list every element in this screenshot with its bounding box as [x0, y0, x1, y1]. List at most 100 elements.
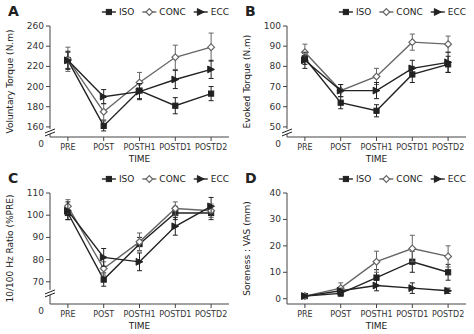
- error-bar: [173, 45, 178, 69]
- legend-item: ECC: [431, 7, 466, 17]
- x-tick-label: POST: [93, 143, 114, 152]
- x-tick: [304, 137, 305, 141]
- series: [65, 33, 215, 120]
- legend: ISO CONC ECC: [339, 7, 466, 17]
- x-tick: [67, 304, 68, 308]
- error-bar: [410, 283, 415, 294]
- point: [208, 66, 215, 73]
- y-tick: [46, 281, 50, 282]
- series: [302, 235, 452, 299]
- series-line: [68, 60, 211, 96]
- error-bar: [374, 105, 379, 117]
- point: [100, 108, 107, 115]
- y-tick: [283, 193, 287, 194]
- x-tick: [448, 137, 449, 141]
- legend-label: CONC: [159, 174, 185, 184]
- error-bar: [338, 85, 343, 97]
- point: [172, 54, 179, 61]
- panel-title: A: [8, 3, 19, 19]
- point: [136, 88, 143, 95]
- error-bar: [65, 47, 70, 71]
- x-tick: [175, 304, 176, 308]
- point: [302, 293, 307, 298]
- legend-label: ISO: [356, 174, 371, 184]
- y-tick-label: 100: [264, 21, 281, 31]
- legend-item: ECC: [194, 7, 229, 17]
- legend-marker: [106, 9, 111, 14]
- legend-item: ISO: [102, 174, 134, 184]
- error-bar: [137, 253, 142, 271]
- error-bar: [338, 283, 343, 294]
- legend-label: ISO: [356, 7, 371, 17]
- point: [445, 287, 452, 294]
- error-bar: [302, 52, 307, 68]
- legend-marker: [383, 176, 390, 183]
- y-axis-label: 10/100 Hz Ratio (%PRE): [5, 195, 15, 303]
- x-tick: [376, 304, 377, 308]
- y-axis-label: Soreness : VAS (mm): [242, 201, 252, 296]
- error-bar: [374, 280, 379, 291]
- y-tick: [46, 86, 50, 87]
- legend-item: ECC: [194, 174, 229, 184]
- plot-area: [302, 235, 452, 299]
- y-axis-label: Voluntary Torque (N.m): [5, 29, 15, 133]
- series: [302, 280, 452, 299]
- error-bar: [209, 60, 214, 78]
- legend-item: CONC: [379, 7, 422, 17]
- panel: B5060708090100PREPOSTPOSTH1POSTD1POSTD2T…: [242, 3, 466, 164]
- legend-label: ISO: [119, 174, 134, 184]
- y-tick: [46, 46, 50, 47]
- point: [373, 87, 380, 94]
- x-tick-label: POSTH1: [360, 310, 392, 319]
- axis-break-mark: [282, 132, 292, 136]
- figure: A160180200220240260PREPOSTPOSTH1POSTD1PO…: [0, 0, 474, 334]
- point: [172, 223, 179, 230]
- y-tick-label: 90: [270, 41, 282, 51]
- y-tick-label: 110: [27, 188, 44, 198]
- x-tick-label: POST: [330, 310, 351, 319]
- y-tick: [283, 219, 287, 220]
- point: [445, 41, 452, 48]
- point: [337, 287, 344, 294]
- x-tick: [412, 137, 413, 141]
- y-tick-label: 60: [270, 102, 282, 112]
- point: [446, 270, 451, 275]
- y-tick-label: 220: [27, 61, 44, 71]
- x-tick-label: POSTH1: [360, 143, 392, 152]
- error-bar: [410, 60, 415, 76]
- y-tick-label: 30: [270, 214, 282, 224]
- x-axis-label: TIME: [365, 154, 388, 164]
- legend-marker: [106, 176, 111, 181]
- y-tick-label: 180: [27, 102, 44, 112]
- y-tick-label: 160: [27, 122, 44, 132]
- legend-label: ECC: [448, 174, 466, 184]
- axis-break-label: 0: [38, 306, 44, 316]
- y-tick-label: 10: [270, 267, 282, 277]
- series-line: [305, 249, 448, 297]
- legend-marker: [146, 176, 153, 183]
- legend-marker: [197, 176, 204, 183]
- panel: A160180200220240260PREPOSTPOSTH1POSTD1PO…: [5, 3, 229, 164]
- x-tick-label: PRE: [297, 310, 312, 319]
- axis-break-mark: [45, 293, 55, 297]
- error-bar: [137, 233, 142, 251]
- point: [208, 44, 215, 51]
- x-tick-label: POST: [330, 143, 351, 152]
- point: [374, 275, 379, 280]
- error-bar: [209, 197, 214, 215]
- error-bar: [446, 36, 451, 52]
- y-axis-label: Evoked Torque (N.m): [242, 35, 252, 129]
- point: [172, 76, 179, 83]
- x-tick: [103, 137, 104, 141]
- x-tick-label: POST: [93, 310, 114, 319]
- error-bar: [446, 288, 451, 293]
- point: [100, 93, 107, 100]
- error-bar: [410, 235, 415, 261]
- point: [136, 238, 143, 245]
- error-bar: [338, 85, 343, 97]
- y-tick: [283, 26, 287, 27]
- error-bar: [65, 51, 70, 69]
- series-line: [68, 47, 211, 112]
- error-bar: [101, 90, 106, 104]
- legend-item: CONC: [379, 174, 422, 184]
